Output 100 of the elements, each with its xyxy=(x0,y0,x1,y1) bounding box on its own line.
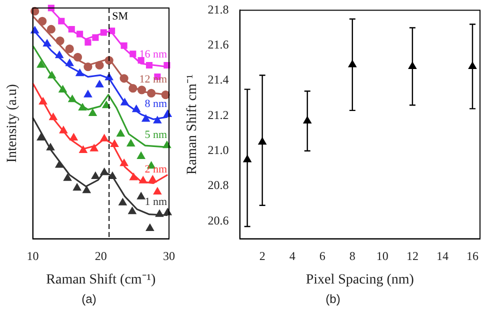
point xyxy=(148,176,156,182)
point xyxy=(31,26,39,34)
point xyxy=(56,160,64,168)
series-label: 16 nm xyxy=(139,48,168,61)
point xyxy=(82,186,90,194)
point xyxy=(37,134,45,140)
point xyxy=(65,44,74,54)
point xyxy=(56,51,64,58)
point xyxy=(132,105,140,112)
series-label: 1 nm xyxy=(144,196,168,208)
x-tick-label: 20 xyxy=(94,249,107,264)
point xyxy=(164,110,172,117)
point xyxy=(146,62,153,69)
text: (b) xyxy=(324,292,342,306)
x-tick-label: 8 xyxy=(349,249,356,264)
y-tick-label: 21.6 xyxy=(208,38,229,52)
point xyxy=(76,30,84,38)
point xyxy=(348,60,356,68)
point xyxy=(142,114,150,122)
point xyxy=(164,208,172,216)
point xyxy=(137,152,145,159)
x-axis-title: Raman Shift (cm⁻¹) xyxy=(46,272,156,288)
point xyxy=(48,72,56,78)
point xyxy=(92,34,99,41)
point xyxy=(102,101,110,108)
point xyxy=(100,29,107,36)
point xyxy=(96,80,104,88)
point xyxy=(37,60,45,68)
point xyxy=(88,109,97,116)
y-tick-label: 20.8 xyxy=(208,178,229,192)
point xyxy=(130,50,136,58)
point xyxy=(48,4,54,12)
point xyxy=(108,28,116,34)
point xyxy=(64,174,72,181)
point xyxy=(120,159,128,166)
x-tick-label: 2 xyxy=(259,249,266,264)
point xyxy=(163,141,171,148)
point xyxy=(84,39,92,46)
x-tick-label: 10 xyxy=(376,249,388,264)
y-axis-title: Intensity (a.u) xyxy=(5,84,20,163)
point xyxy=(138,57,144,64)
point xyxy=(68,95,76,102)
x-tick-label: 10 xyxy=(26,249,39,264)
point xyxy=(56,36,64,46)
point xyxy=(118,198,127,206)
point xyxy=(49,113,58,120)
point xyxy=(120,74,128,83)
point xyxy=(90,144,98,152)
point xyxy=(110,140,118,147)
x-tick-label: 6 xyxy=(319,249,326,264)
point xyxy=(128,84,138,93)
point xyxy=(39,98,47,104)
x-tick-label: 14 xyxy=(436,249,448,264)
point xyxy=(95,60,104,70)
x-tick-label: 16 xyxy=(466,249,478,264)
point xyxy=(84,90,92,98)
point xyxy=(146,224,154,231)
point xyxy=(154,116,162,124)
series-label: 5 nm xyxy=(144,128,168,141)
point xyxy=(70,134,78,140)
text: (a) xyxy=(80,292,98,306)
point xyxy=(92,172,100,180)
point xyxy=(79,146,88,153)
point xyxy=(66,59,74,66)
series-label: 12 nm xyxy=(139,73,168,86)
point xyxy=(78,104,86,110)
y-tick-label: 21.2 xyxy=(208,108,229,122)
point xyxy=(58,18,65,24)
point xyxy=(128,207,136,214)
point xyxy=(84,62,92,72)
point xyxy=(76,69,84,76)
point xyxy=(120,98,129,106)
x-tick-label: 12 xyxy=(406,249,418,264)
point xyxy=(46,144,54,150)
x-tick-label: 30 xyxy=(163,249,175,264)
y-tick-label: 21.8 xyxy=(208,2,229,16)
x-tick-label: 4 xyxy=(289,249,296,264)
x-axis-title: Pixel Spacing (nm) xyxy=(306,272,414,288)
ref-line-label: SM xyxy=(112,10,128,22)
point xyxy=(116,130,124,137)
point xyxy=(100,134,108,142)
point xyxy=(46,24,56,34)
point xyxy=(43,40,51,47)
point xyxy=(130,173,138,180)
series-label: 8 nm xyxy=(144,98,168,110)
point xyxy=(154,188,162,194)
point xyxy=(73,184,81,191)
point xyxy=(108,172,116,180)
point xyxy=(139,176,147,184)
point xyxy=(156,210,164,217)
point xyxy=(137,86,146,94)
y-tick-label: 21.4 xyxy=(208,72,229,87)
y-axis-title: Raman Shift cm⁻¹ xyxy=(185,74,200,175)
point xyxy=(161,90,170,100)
point xyxy=(120,42,128,49)
y-tick-label: 21.0 xyxy=(208,143,229,158)
point xyxy=(38,16,47,26)
point xyxy=(73,52,82,62)
point xyxy=(146,88,156,98)
point xyxy=(100,168,108,176)
